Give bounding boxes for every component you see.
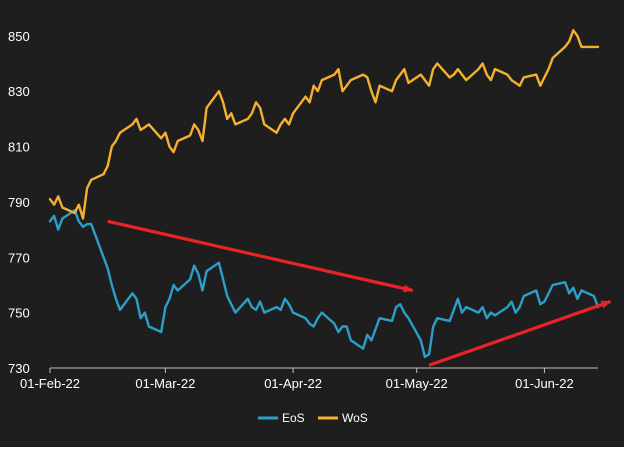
x-tick-label: 01-May-22 [386, 376, 448, 391]
x-tick-label: 01-Mar-22 [135, 376, 195, 391]
y-tick-label: 810 [8, 140, 30, 155]
series-layer [48, 29, 600, 359]
legend-label-wos: WoS [342, 411, 368, 425]
y-tick-label: 790 [8, 195, 30, 210]
y-axis: 730 750 770 790 810 830 850 [8, 29, 30, 376]
x-tick-label: 01-Jun-22 [515, 376, 574, 391]
series-line-wos [48, 29, 600, 220]
trend-arrow [107, 219, 414, 293]
x-axis: 01-Feb-22 01-Mar-22 01-Apr-22 01-May-22 01-J… [20, 367, 598, 391]
y-tick-label: 770 [8, 250, 30, 265]
annotation-layer [107, 219, 612, 367]
y-tick-label: 850 [8, 29, 30, 44]
y-tick-label: 750 [8, 306, 30, 321]
series-line-eos [48, 208, 600, 359]
legend-label-eos: EoS [282, 411, 305, 425]
y-tick-label: 730 [8, 361, 30, 376]
x-tick-label: 01-Apr-22 [264, 376, 322, 391]
x-tick-label: 01-Feb-22 [20, 376, 80, 391]
legend: EoS WoS [258, 411, 368, 425]
trend-arrow [428, 300, 612, 367]
y-tick-label: 830 [8, 84, 30, 99]
